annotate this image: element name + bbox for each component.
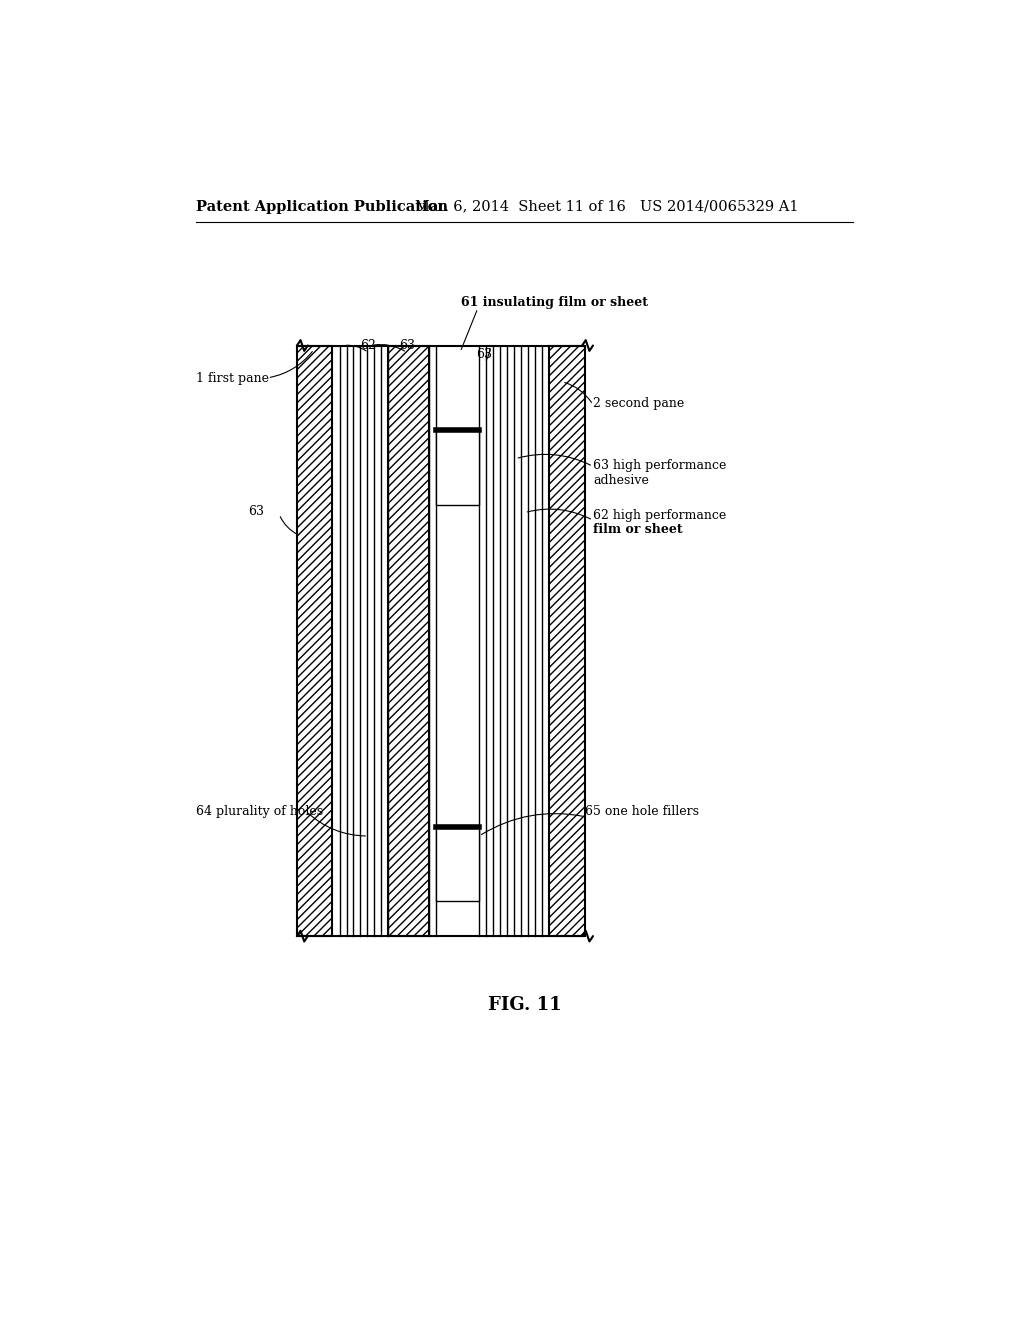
Text: 65 one hole fillers: 65 one hole fillers: [586, 805, 699, 818]
Text: 62 high performance: 62 high performance: [593, 508, 726, 537]
Text: 1 first pane: 1 first pane: [197, 372, 269, 385]
Bar: [549, 346, 586, 936]
Bar: [435, 430, 479, 506]
Text: 64 plurality of holes: 64 plurality of holes: [197, 805, 324, 818]
Bar: [435, 826, 479, 902]
Bar: [388, 346, 429, 936]
Text: Patent Application Publication: Patent Application Publication: [197, 199, 449, 214]
Text: Mar. 6, 2014  Sheet 11 of 16: Mar. 6, 2014 Sheet 11 of 16: [415, 199, 626, 214]
Text: 63: 63: [476, 348, 493, 360]
Text: 2 second pane: 2 second pane: [593, 397, 684, 411]
Text: 63 high performance
adhesive: 63 high performance adhesive: [593, 459, 726, 487]
Text: 63: 63: [399, 339, 415, 352]
Text: FIG. 11: FIG. 11: [488, 997, 561, 1014]
Text: 63: 63: [248, 506, 264, 517]
Bar: [297, 346, 332, 936]
Text: film or sheet: film or sheet: [593, 523, 683, 536]
Text: US 2014/0065329 A1: US 2014/0065329 A1: [640, 199, 798, 214]
Text: 61 insulating film or sheet: 61 insulating film or sheet: [461, 296, 648, 309]
Text: 62: 62: [360, 339, 376, 352]
